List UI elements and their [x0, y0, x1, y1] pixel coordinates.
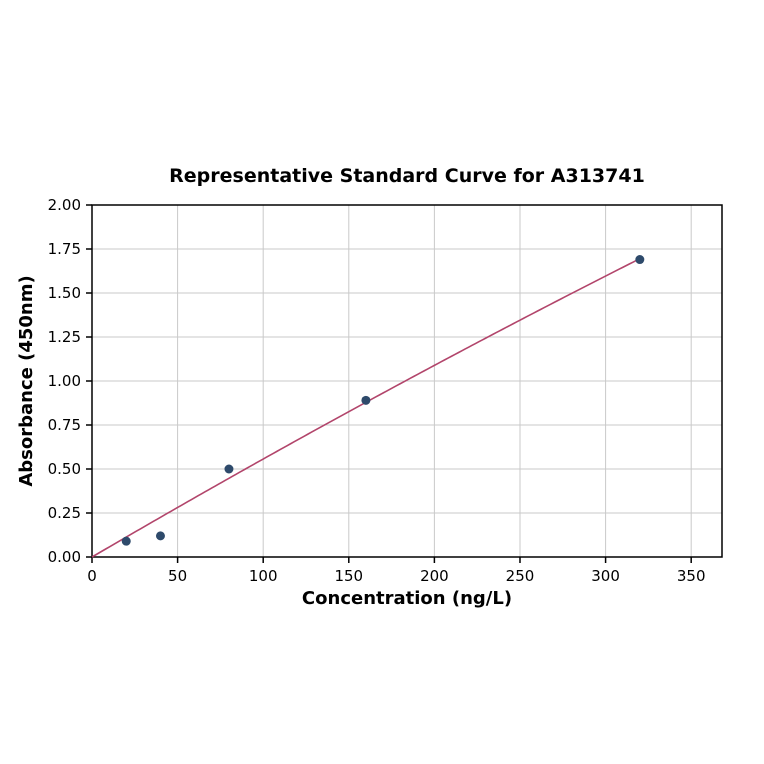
chart-title: Representative Standard Curve for A31374…	[169, 165, 645, 187]
x-tick-label: 200	[420, 567, 449, 585]
y-axis-label: Absorbance (450nm)	[16, 275, 37, 486]
y-tick-label: 0.25	[48, 504, 81, 522]
y-tick-label: 1.75	[48, 240, 81, 258]
y-tick-label: 0.75	[48, 416, 81, 434]
data-point	[224, 464, 234, 474]
y-tick-label: 2.00	[48, 196, 81, 214]
y-tick-label: 0.00	[48, 548, 81, 566]
y-tick-label: 1.25	[48, 328, 81, 346]
x-tick-label: 50	[168, 567, 187, 585]
x-axis-label: Concentration (ng/L)	[302, 588, 512, 609]
x-tick-label: 100	[249, 567, 278, 585]
data-point	[121, 536, 131, 546]
data-point	[155, 531, 165, 541]
y-tick-label: 1.00	[48, 372, 81, 390]
fit-line	[91, 257, 641, 558]
x-tick-label: 300	[591, 567, 620, 585]
x-tick-label: 0	[87, 567, 97, 585]
data-point	[635, 255, 645, 265]
x-tick-label: 150	[334, 567, 363, 585]
data-point	[361, 395, 371, 405]
plot-area: 0 50 100 150 200 250 300 350 0.00 0.25 0.50 0.75 1.0…	[48, 196, 723, 585]
x-tick-label: 350	[677, 567, 706, 585]
y-tick-label: 0.50	[48, 460, 81, 478]
x-tick-label: 250	[506, 567, 535, 585]
y-tick-label: 1.50	[48, 284, 81, 302]
